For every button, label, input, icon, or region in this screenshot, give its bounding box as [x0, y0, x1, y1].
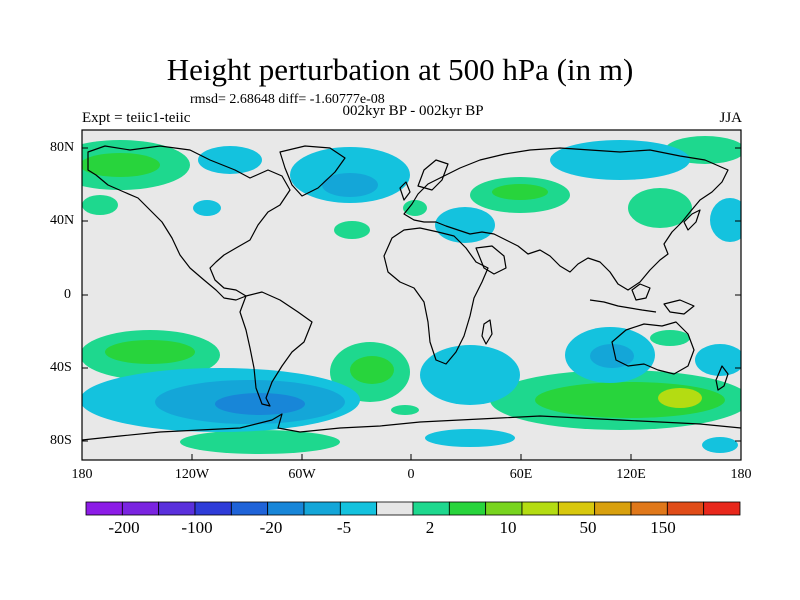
colorbar-label: 50: [579, 518, 597, 537]
colorbar-label: 10: [499, 518, 517, 537]
lon-label-120w: 120W: [174, 467, 210, 482]
colorbar-label: -100: [181, 518, 213, 537]
colorbar-box: [194, 501, 232, 516]
negative-anomaly: [322, 173, 378, 197]
lat-label-40n: 40N: [50, 213, 75, 228]
lat-label-80s: 80S: [50, 433, 72, 448]
colorbar-box: [85, 501, 123, 516]
positive-anomaly: [403, 200, 427, 216]
lon-label-120e: 120E: [616, 467, 646, 482]
colorbar-label: -5: [336, 518, 352, 537]
colorbar-label: -200: [108, 518, 140, 537]
negative-anomaly: [215, 393, 305, 415]
negative-anomaly: [590, 344, 634, 368]
colorbar-box: [412, 501, 450, 516]
colorbar-box: [339, 501, 378, 516]
anomaly-contours: [82, 136, 741, 454]
colorbar-box: [303, 501, 341, 516]
axis-ticks: [81, 147, 742, 460]
negative-anomaly: [550, 140, 690, 180]
negative-anomaly: [695, 344, 741, 376]
new-zealand-coastline: [715, 365, 729, 391]
subtitle: 002kyr BP - 002kyr BP: [342, 103, 484, 119]
negative-anomaly: [198, 146, 262, 174]
lat-label-40s: 40S: [50, 360, 72, 375]
season-label: JJA: [719, 110, 742, 126]
coastlines: [82, 145, 741, 441]
indonesia-coastline: [589, 299, 657, 313]
lon-label-60e: 60E: [509, 467, 533, 482]
lat-label-eq: 0: [64, 287, 71, 302]
positive-anomaly: [180, 430, 340, 454]
new-guinea-coastline: [663, 299, 695, 315]
colorbar-box: [630, 501, 668, 516]
colorbar-box: [594, 501, 632, 516]
eurasia-coastline: [403, 147, 729, 291]
colorbar-box: [376, 501, 414, 516]
positive-anomaly: [334, 221, 370, 239]
madagascar-coastline: [481, 319, 493, 345]
negative-anomaly: [702, 437, 738, 453]
stats-text: rmsd= 2.68648 diff= -1.60777e-08: [190, 92, 385, 107]
colorbar-box: [557, 501, 596, 516]
colorbar-box: [121, 501, 160, 516]
positive-anomaly: [350, 356, 394, 384]
negative-anomaly: [193, 200, 221, 216]
negative-anomaly: [435, 207, 495, 243]
colorbar-box: [448, 501, 487, 516]
positive-anomaly: [105, 340, 195, 364]
positive-anomaly: [650, 330, 690, 346]
positive-anomaly: [82, 153, 160, 177]
colorbar-label: 2: [425, 518, 435, 537]
negative-anomaly: [710, 198, 741, 242]
colorbar-box: [267, 501, 305, 516]
colorbar-box: [703, 501, 741, 516]
positive-anomaly: [82, 195, 118, 215]
japan-coastline: [683, 209, 701, 231]
colorbar-box: [485, 501, 523, 516]
australia-coastline: [611, 321, 695, 375]
experiment-label: Expt = teiic1-teiic: [82, 110, 191, 126]
africa-coastline: [383, 227, 489, 365]
colorbar-box: [521, 501, 559, 516]
north-america-coastline: [87, 145, 291, 301]
lon-label-0: 0: [407, 467, 415, 482]
map-plot-area: [81, 129, 742, 461]
scandinavia-coastline: [417, 159, 449, 191]
greenland-coastline: [279, 145, 346, 197]
lon-label-180e: 180: [730, 467, 752, 482]
colorbar-box: [158, 501, 196, 516]
negative-anomaly: [420, 345, 520, 405]
lon-label-60w: 60W: [288, 467, 316, 482]
lon-label-180w: 180: [71, 467, 93, 482]
positive-anomaly: [492, 184, 548, 200]
arabia-coastline: [475, 245, 507, 275]
british-isles-coastline: [399, 181, 411, 201]
colorbar-box: [230, 501, 269, 516]
positive-anomaly: [391, 405, 419, 415]
colorbar-box: [666, 501, 705, 516]
negative-anomaly: [425, 429, 515, 447]
map-title: Height perturbation at 500 hPa (in m): [166, 52, 634, 87]
colorbar: [85, 501, 741, 516]
lat-label-80n: 80N: [50, 140, 75, 155]
south-america-coastline: [239, 291, 313, 407]
colorbar-label: -20: [259, 518, 283, 537]
colorbar-label: 150: [650, 518, 676, 537]
positive-anomaly: [628, 188, 692, 228]
borneo-coastline: [631, 283, 651, 301]
antarctica-coastline: [82, 413, 741, 441]
positive-anomaly-max: [658, 388, 702, 408]
